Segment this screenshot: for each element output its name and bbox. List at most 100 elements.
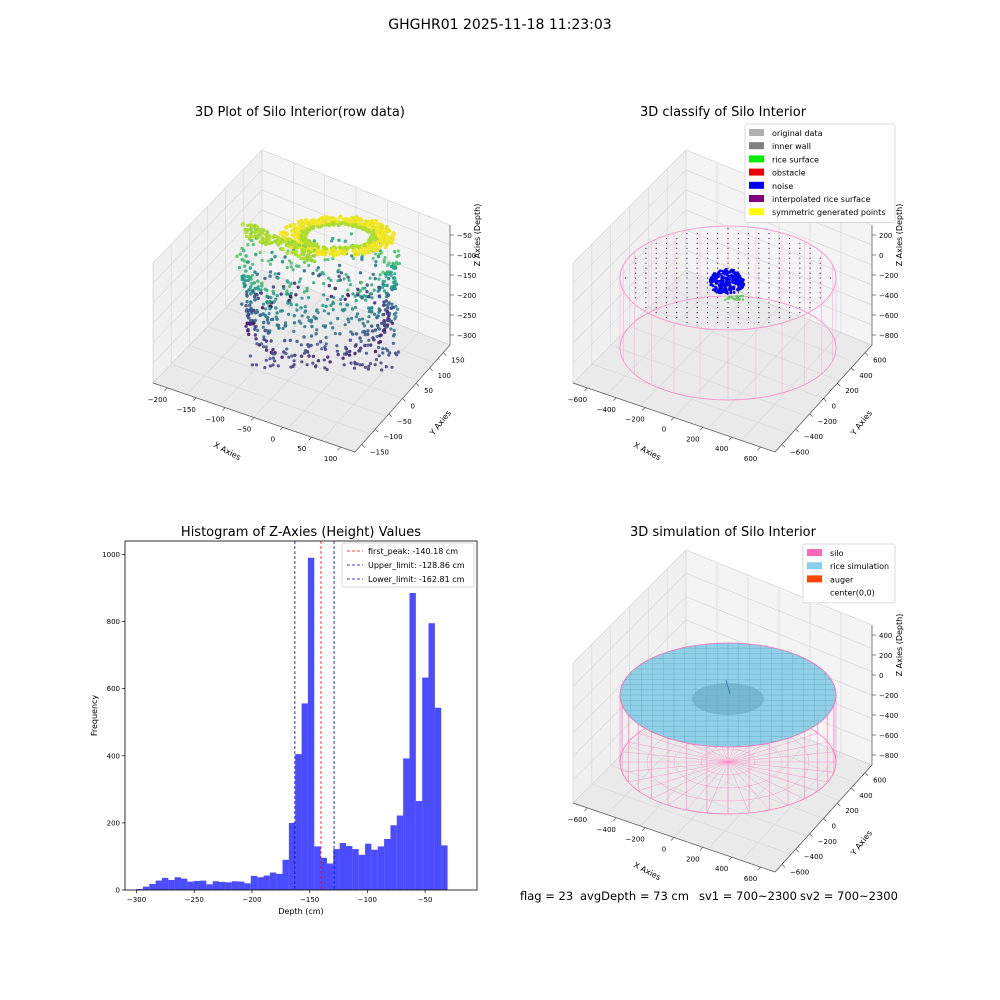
- noise-point: [721, 269, 724, 273]
- interpolated-point: [706, 316, 709, 319]
- raw-point: [250, 238, 254, 243]
- interpolated-point: [624, 277, 627, 279]
- interpolated-point: [686, 321, 688, 324]
- interpolated-point: [768, 277, 770, 279]
- raw-point: [347, 278, 351, 282]
- raw-point: [343, 239, 348, 243]
- raw-point: [246, 223, 250, 228]
- interpolated-point: [778, 302, 780, 304]
- raw-point: [279, 292, 283, 296]
- interpolated-point: [768, 297, 770, 299]
- raw-point: [261, 302, 266, 306]
- interpolated-point: [665, 277, 668, 279]
- z-tick-label: −600: [879, 312, 898, 320]
- histogram-bar: [295, 754, 302, 890]
- raw-point: [351, 245, 356, 250]
- interpolated-point: [727, 237, 729, 240]
- raw-point: [377, 310, 381, 314]
- interpolated-point: [727, 242, 729, 244]
- interpolated-point: [645, 302, 647, 304]
- z-tick-label: −300: [457, 332, 476, 340]
- interpolated-point: [655, 287, 657, 289]
- interpolated-point: [706, 307, 709, 309]
- legend-label: center(0,0): [830, 589, 875, 598]
- interpolated-point: [706, 312, 709, 314]
- raw-point: [312, 315, 316, 319]
- y-tick-label: 1000: [102, 551, 120, 559]
- interpolated-point: [645, 257, 647, 259]
- histogram-bar: [200, 880, 207, 890]
- y-tick: [850, 367, 855, 372]
- interpolated-point: [758, 292, 760, 294]
- interpolated-point: [717, 316, 719, 319]
- raw-point: [341, 217, 346, 222]
- interpolated-point: [768, 237, 770, 240]
- raw-point: [328, 216, 333, 221]
- interpolated-point: [696, 297, 698, 299]
- raw-point: [271, 363, 275, 367]
- histogram-bar: [161, 877, 169, 890]
- surface-point: [727, 295, 731, 298]
- interpolated-point: [706, 272, 709, 274]
- raw-point: [280, 260, 285, 264]
- histogram-bar: [326, 863, 334, 890]
- raw-point: [347, 320, 351, 324]
- noise-point: [739, 277, 743, 281]
- interpolated-point: [809, 302, 811, 304]
- x-tick-label: 0: [271, 435, 275, 443]
- raw-point: [286, 237, 290, 241]
- interpolated-point: [665, 237, 668, 240]
- raw-point: [371, 256, 375, 260]
- raw-point: [249, 285, 253, 289]
- raw-point: [380, 285, 385, 290]
- raw-point: [377, 340, 381, 345]
- gridline: [572, 573, 687, 687]
- raw-point: [366, 367, 370, 371]
- interpolated-point: [706, 252, 709, 254]
- raw-point: [310, 324, 314, 329]
- raw-point: [337, 238, 341, 242]
- interpolated-point: [686, 267, 688, 269]
- interpolated-point: [717, 257, 719, 259]
- raw-point: [244, 324, 248, 328]
- raw-point: [377, 327, 382, 331]
- interpolated-point: [696, 252, 698, 254]
- interpolated-point: [737, 247, 739, 249]
- interpolated-point: [717, 321, 719, 324]
- interpolated-point: [799, 267, 801, 269]
- raw-point: [303, 325, 307, 329]
- histogram-bar: [358, 854, 366, 890]
- noise-point: [726, 278, 730, 281]
- raw-point: [377, 345, 381, 350]
- y-tick: [781, 864, 786, 868]
- interpolated-point: [778, 287, 780, 289]
- interpolated-point: [758, 257, 760, 259]
- z-tick-label: −250: [457, 312, 476, 320]
- interpolated-point: [635, 257, 637, 259]
- interpolated-point: [727, 257, 729, 259]
- noise-point: [725, 281, 729, 285]
- interpolated-point: [799, 302, 801, 304]
- raw-point: [372, 248, 376, 253]
- raw-point: [374, 358, 378, 362]
- raw-point: [249, 292, 253, 296]
- interpolated-point: [655, 312, 657, 314]
- interpolated-point: [727, 262, 729, 264]
- surface-point: [724, 298, 727, 301]
- raw-point: [300, 314, 304, 318]
- noise-point: [731, 270, 735, 274]
- raw-point: [268, 262, 273, 266]
- z-tick-label: −100: [457, 252, 476, 260]
- raw-point: [366, 329, 370, 333]
- axes-title: 3D Plot of Silo Interior(row data): [195, 105, 405, 120]
- interpolated-point: [758, 242, 760, 244]
- raw-point: [244, 234, 249, 239]
- raw-point: [316, 359, 321, 363]
- raw-point: [263, 287, 267, 291]
- x-tick: [670, 417, 675, 421]
- interpolated-point: [747, 247, 750, 249]
- raw-point: [326, 355, 330, 359]
- raw-point: [346, 303, 350, 307]
- interpolated-point: [665, 242, 668, 244]
- raw-point: [360, 317, 364, 321]
